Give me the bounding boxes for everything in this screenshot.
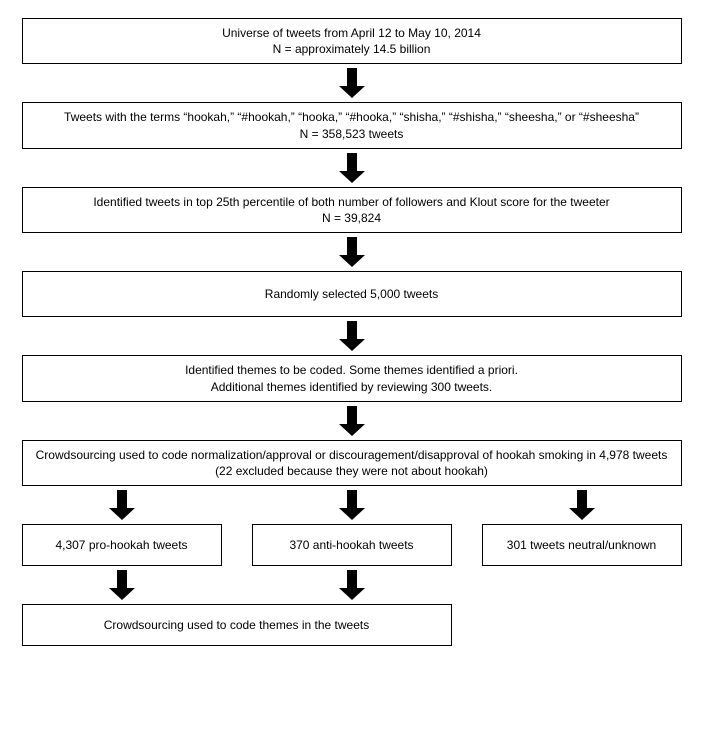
node-text: Identified tweets in top 25th percentile… [31,194,673,210]
node-percentile: Identified tweets in top 25th percentile… [22,187,682,233]
arrow-split [22,490,682,520]
node-text: 301 tweets neutral/unknown [507,537,656,553]
node-themes: Identified themes to be coded. Some them… [22,355,682,401]
node-text: N = 39,824 [31,210,673,226]
node-text: Universe of tweets from April 12 to May … [31,25,673,41]
node-row-results: 4,307 pro-hookah tweets 370 anti-hookah … [22,524,682,566]
node-neutral: 301 tweets neutral/unknown [482,524,682,566]
final-row: Crowdsourcing used to code themes in the… [22,604,682,646]
node-text: Additional themes identified by reviewin… [31,379,673,395]
arrow [252,490,452,520]
node-text: Tweets with the terms “hookah,” “#hookah… [31,109,673,125]
arrow [252,570,452,600]
arrow [339,406,365,436]
arrow [22,570,222,600]
arrow [482,490,682,520]
node-universe: Universe of tweets from April 12 to May … [22,18,682,64]
node-crowdsource-code: Crowdsourcing used to code normalization… [22,440,682,486]
node-themes-final: Crowdsourcing used to code themes in the… [22,604,452,646]
arrow [339,321,365,351]
node-text: 4,307 pro-hookah tweets [55,537,187,553]
arrow [339,68,365,98]
arrow [22,490,222,520]
node-text: N = 358,523 tweets [31,126,673,142]
flowchart-root: Universe of tweets from April 12 to May … [20,18,683,646]
node-text: Identified themes to be coded. Some them… [31,362,673,378]
node-pro: 4,307 pro-hookah tweets [22,524,222,566]
node-text: Crowdsourcing used to code themes in the… [31,617,443,633]
node-random: Randomly selected 5,000 tweets [22,271,682,317]
arrow-merge [22,570,682,600]
node-text: N = approximately 14.5 billion [31,41,673,57]
arrow [339,153,365,183]
node-text: Crowdsourcing used to code normalization… [31,447,673,479]
node-text: Randomly selected 5,000 tweets [31,286,673,302]
node-terms: Tweets with the terms “hookah,” “#hookah… [22,102,682,148]
node-text: 370 anti-hookah tweets [289,537,413,553]
arrow [339,237,365,267]
node-anti: 370 anti-hookah tweets [252,524,452,566]
